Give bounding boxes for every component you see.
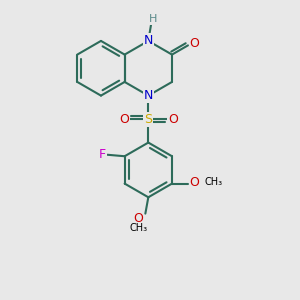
Text: O: O — [190, 38, 200, 50]
Text: O: O — [190, 176, 200, 189]
Text: CH₃: CH₃ — [205, 177, 223, 187]
Text: N: N — [144, 34, 153, 47]
Text: N: N — [144, 89, 153, 102]
Text: O: O — [168, 113, 178, 126]
Text: S: S — [144, 113, 152, 126]
Text: O: O — [134, 212, 143, 225]
Text: F: F — [98, 148, 106, 161]
Text: O: O — [119, 113, 129, 126]
Text: H: H — [148, 14, 157, 24]
Text: CH₃: CH₃ — [129, 223, 148, 232]
